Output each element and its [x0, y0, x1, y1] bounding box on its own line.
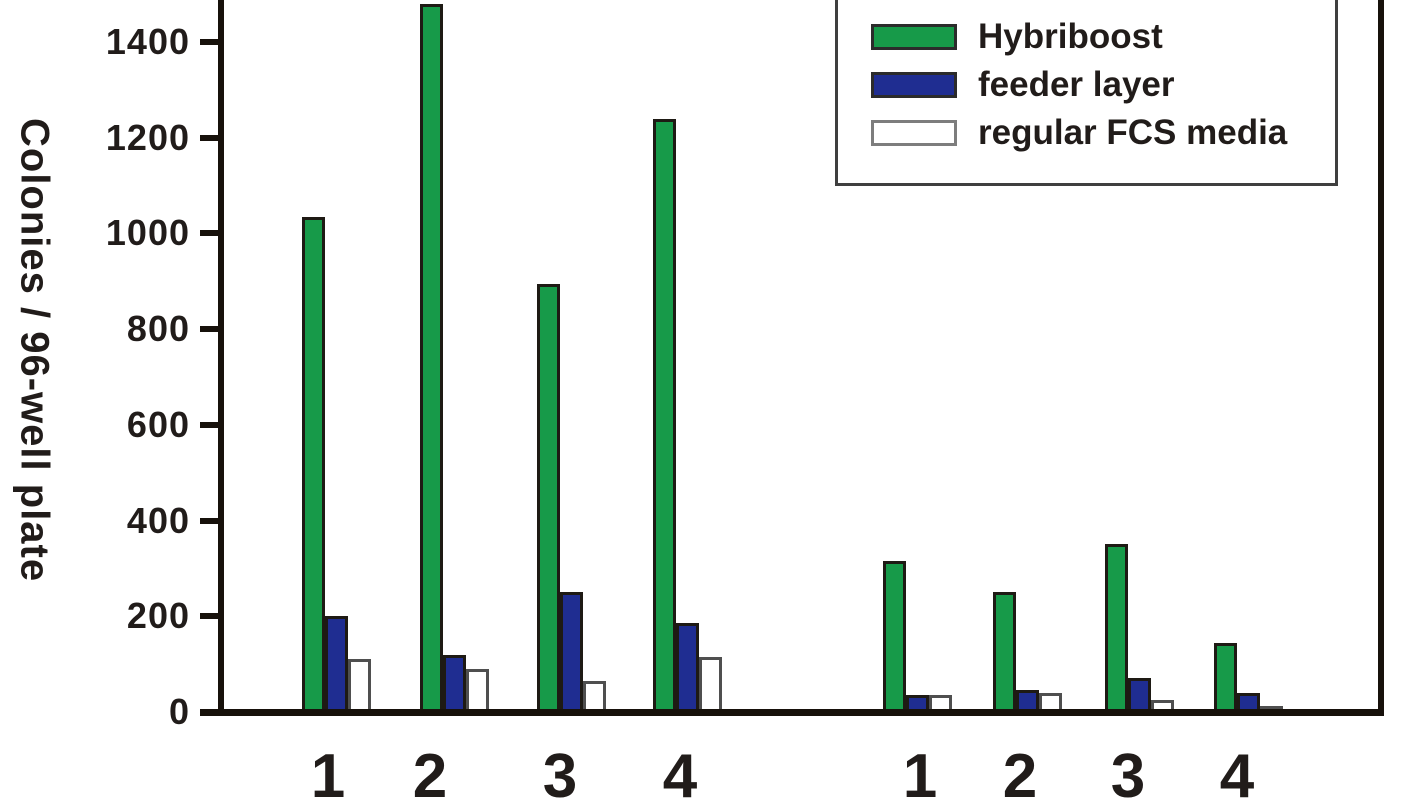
bar-hybriboost-group7	[1105, 544, 1128, 712]
y-tick-mark	[200, 134, 222, 141]
bar-feeder-layer-group5	[906, 695, 929, 712]
y-tick-label: 1200	[105, 116, 190, 158]
y-tick-label: 800	[126, 308, 190, 350]
x-tick-label: 2	[412, 742, 448, 809]
y-tick-label: 1000	[105, 212, 190, 254]
legend-label-hybriboost: Hybriboost	[978, 17, 1163, 56]
y-tick-label: 400	[126, 499, 190, 541]
x-tick-label: 2	[1002, 742, 1038, 809]
x-tick-label: 4	[662, 742, 698, 809]
bar-feeder-layer-group1	[325, 616, 348, 712]
bar-hybriboost-group3	[537, 284, 560, 712]
bar-hybriboost-group4	[653, 119, 676, 712]
y-tick-label: 0	[168, 691, 190, 732]
legend-swatch-hybriboost	[871, 24, 957, 50]
bar-regular-fcs-media-group2	[466, 669, 489, 712]
bar-feeder-layer-group3	[560, 592, 583, 712]
legend-swatch-feeder-layer	[871, 72, 957, 98]
y-tick-mark	[200, 39, 222, 45]
bar-hybriboost-group8	[1214, 643, 1237, 712]
bar-regular-fcs-media-group3	[583, 681, 606, 712]
y-axis-line	[218, 0, 224, 716]
y-tick-mark	[200, 230, 222, 237]
bar-regular-fcs-media-group6	[1039, 693, 1062, 712]
x-tick-label: 3	[542, 742, 578, 809]
y-tick-mark	[200, 613, 222, 620]
bar-feeder-layer-group7	[1128, 678, 1151, 712]
y-axis-title: Colonies / 96-well plate	[12, 117, 57, 583]
legend-label-feeder-layer: feeder layer	[978, 65, 1175, 104]
x-tick-label: 1	[902, 742, 938, 809]
y-tick-mark	[200, 517, 222, 524]
y-tick-mark	[200, 326, 222, 333]
x-tick-label: 1	[310, 742, 346, 809]
bar-regular-fcs-media-group1	[348, 659, 371, 712]
bar-regular-fcs-media-group4	[699, 657, 722, 712]
x-tick-label: 3	[1110, 742, 1146, 809]
bar-feeder-layer-group4	[676, 623, 699, 712]
plot-right-border	[1378, 0, 1384, 716]
bar-hybriboost-group5	[883, 561, 906, 712]
legend-label-regular-fcs-media: regular FCS media	[978, 113, 1288, 152]
x-tick-label: 4	[1219, 742, 1255, 809]
bar-hybriboost-group1	[302, 217, 325, 712]
bar-hybriboost-group2	[420, 4, 443, 712]
legend-swatch-regular-fcs-media	[871, 120, 957, 146]
x-axis-line	[200, 709, 1384, 716]
bar-regular-fcs-media-group5	[929, 695, 952, 712]
y-tick-label: 200	[126, 595, 190, 637]
y-tick-label: 1400	[105, 21, 190, 62]
y-tick-label: 600	[126, 403, 190, 445]
y-tick-mark	[200, 421, 222, 428]
legend: Hybriboost feeder layer regular FCS media	[835, 0, 1338, 186]
bar-feeder-layer-group2	[443, 655, 466, 712]
bar-feeder-layer-group6	[1016, 690, 1039, 712]
bar-feeder-layer-group8	[1237, 693, 1260, 712]
bar-hybriboost-group6	[993, 592, 1016, 712]
